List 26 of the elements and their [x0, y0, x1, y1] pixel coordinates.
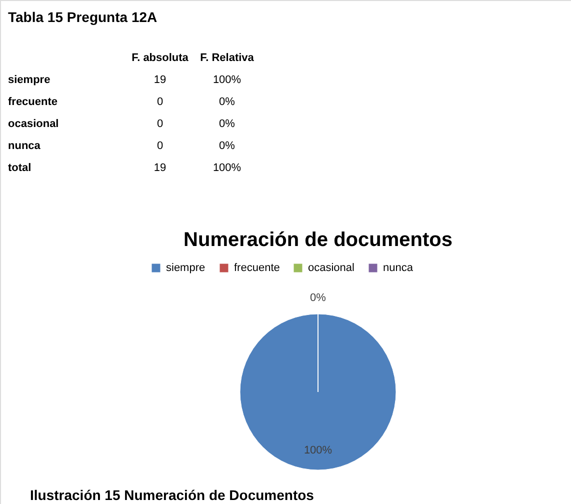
text: 0%: [219, 140, 236, 152]
text: 0%: [310, 292, 326, 304]
text: 0: [156, 96, 164, 108]
text: ocasional: [8, 118, 59, 130]
text: Ilustración 15 Numeración de Documentos: [30, 487, 314, 503]
legend-label: frecuente: [234, 262, 280, 274]
data-label: 100%: [304, 444, 332, 456]
text: total: [8, 162, 32, 174]
text: F. Relativa: [200, 52, 255, 64]
text: 19: [154, 162, 166, 174]
text: 0: [156, 140, 164, 152]
chart-title: Numeración de documentos: [184, 229, 452, 251]
text: siempre: [8, 74, 50, 86]
text: frecuente: [8, 96, 58, 108]
text: 0%: [219, 96, 236, 108]
text: 19: [154, 74, 166, 86]
text: nunca: [8, 140, 42, 152]
text: 0%: [219, 118, 236, 130]
text: Tabla 15 Pregunta 12A: [8, 9, 158, 25]
text: F. absoluta: [132, 52, 190, 64]
legend-label: nunca: [383, 262, 414, 274]
text: 100%: [212, 74, 242, 86]
legend-label: siempre: [166, 262, 206, 274]
legend-label: ocasional: [308, 262, 354, 274]
text: 100%: [212, 162, 242, 174]
text: 0: [156, 118, 164, 130]
